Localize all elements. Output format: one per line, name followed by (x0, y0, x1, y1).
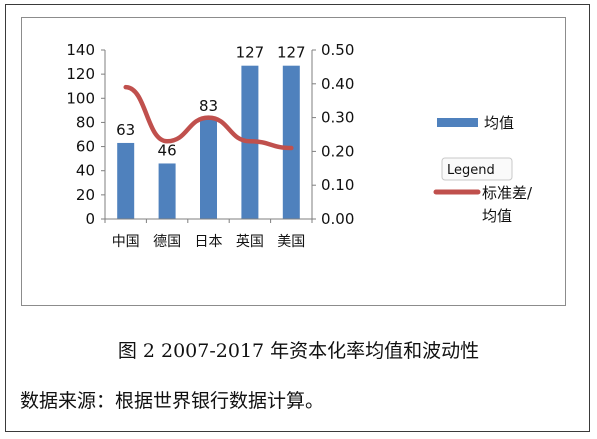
y-axis-left-tick-label: 100 (66, 89, 95, 107)
legend-bar-swatch (437, 118, 478, 127)
x-axis: 中国 德国 日本 英国 美国 (104, 218, 313, 250)
bar-3 (200, 118, 217, 219)
legend-tooltip-box (441, 157, 513, 181)
legend-line-label-2: 均值 (482, 207, 512, 225)
legend: 均值 Legend 标准差/ 均值 (433, 114, 533, 225)
data-label-2: 46 (158, 141, 177, 159)
y-axis-right-tick-label: 0.40 (321, 75, 354, 93)
data-source-note: 数据来源：根据世界银行数据计算。 (20, 390, 325, 412)
y-axis-right: 0.00 0.10 0.20 0.30 0.40 0.50 (311, 41, 354, 228)
y-axis-right-tick-label: 0.50 (321, 41, 354, 59)
data-labels: 63 46 83 127 127 (116, 44, 305, 160)
y-axis-left-tick-label: 20 (76, 186, 95, 204)
legend-bar-label: 均值 (484, 114, 514, 132)
bar-1 (117, 142, 135, 219)
y-axis-left-tick-label: 140 (66, 41, 95, 59)
x-axis-tick-label: 德国 (153, 234, 181, 250)
x-axis-tick-label: 日本 (195, 234, 223, 250)
y-axis-left-tick-label: 80 (76, 113, 95, 131)
y-axis-right-tick-label: 0.00 (321, 210, 354, 228)
legend-line-label-1: 标准差/ (482, 184, 533, 202)
chart-area: 0 20 40 60 80 100 120 140 0.00 0.10 0.20 0.30 0.40 0… (21, 17, 566, 306)
y-axis-left-tick-label: 0 (85, 210, 95, 228)
data-label-5: 127 (277, 44, 306, 62)
x-axis-tick-label: 英国 (236, 233, 264, 250)
legend-tooltip-text: Legend (447, 163, 495, 178)
x-axis-tick-label: 中国 (112, 234, 140, 250)
y-axis-right-tick-label: 0.10 (321, 176, 354, 194)
data-label-3: 83 (199, 97, 218, 115)
data-label-1: 63 (116, 121, 135, 139)
data-label-4: 127 (236, 44, 265, 62)
y-axis-left-tick-label: 40 (76, 162, 95, 180)
bar-2 (158, 163, 176, 219)
bar-series (117, 65, 300, 219)
y-axis-left-tick-label: 60 (76, 138, 95, 156)
line-series (123, 84, 294, 151)
figure-caption: 图 2 2007-2017 年资本化率均值和波动性 (117, 340, 480, 362)
x-axis-tick-label: 美国 (277, 234, 305, 250)
y-axis-right-tick-label: 0.30 (321, 109, 354, 127)
y-axis-right-tick-label: 0.20 (321, 142, 354, 160)
bar-5 (282, 65, 300, 219)
y-axis-left-tick-label: 120 (66, 65, 95, 83)
y-axis-left: 0 20 40 60 80 100 120 140 (66, 41, 106, 228)
